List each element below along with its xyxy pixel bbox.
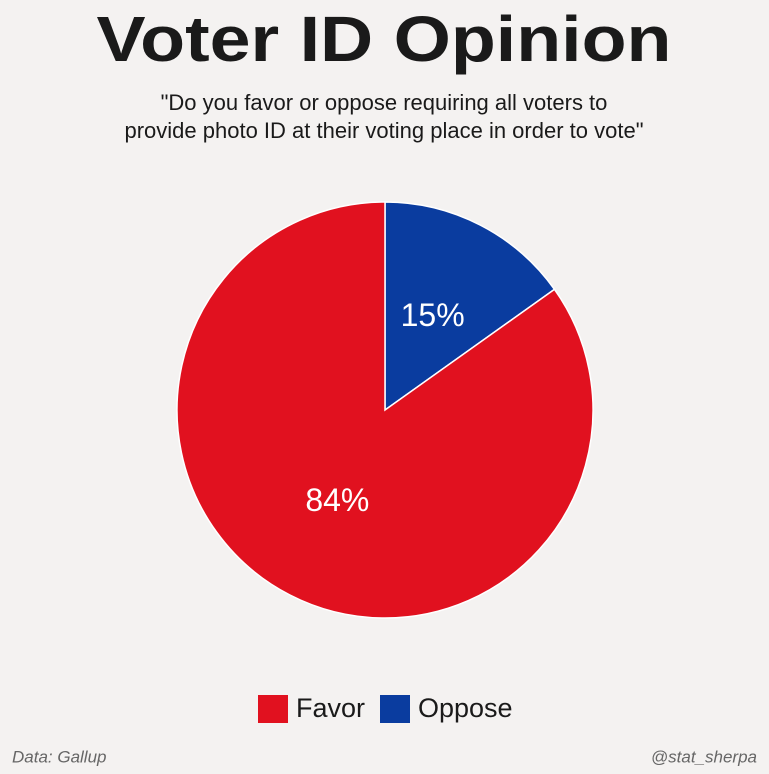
pie-slice — [176, 201, 594, 619]
subtitle-line: "Do you favor or oppose requiring all vo… — [161, 90, 608, 115]
credit: @stat_sherpa — [651, 747, 757, 766]
legend-label: Favor — [296, 693, 365, 723]
data-label: 15% — [401, 297, 465, 333]
legend-swatch — [258, 695, 288, 723]
pie-slice — [384, 201, 556, 412]
legend-swatch — [380, 695, 410, 723]
source: Data: Gallup — [12, 747, 107, 766]
legend-label: Oppose — [418, 693, 513, 723]
data-label: 84% — [305, 482, 369, 518]
subtitle-line: provide photo ID at their voting place i… — [125, 118, 644, 143]
chart-title: Voter ID Opinion — [97, 3, 672, 75]
